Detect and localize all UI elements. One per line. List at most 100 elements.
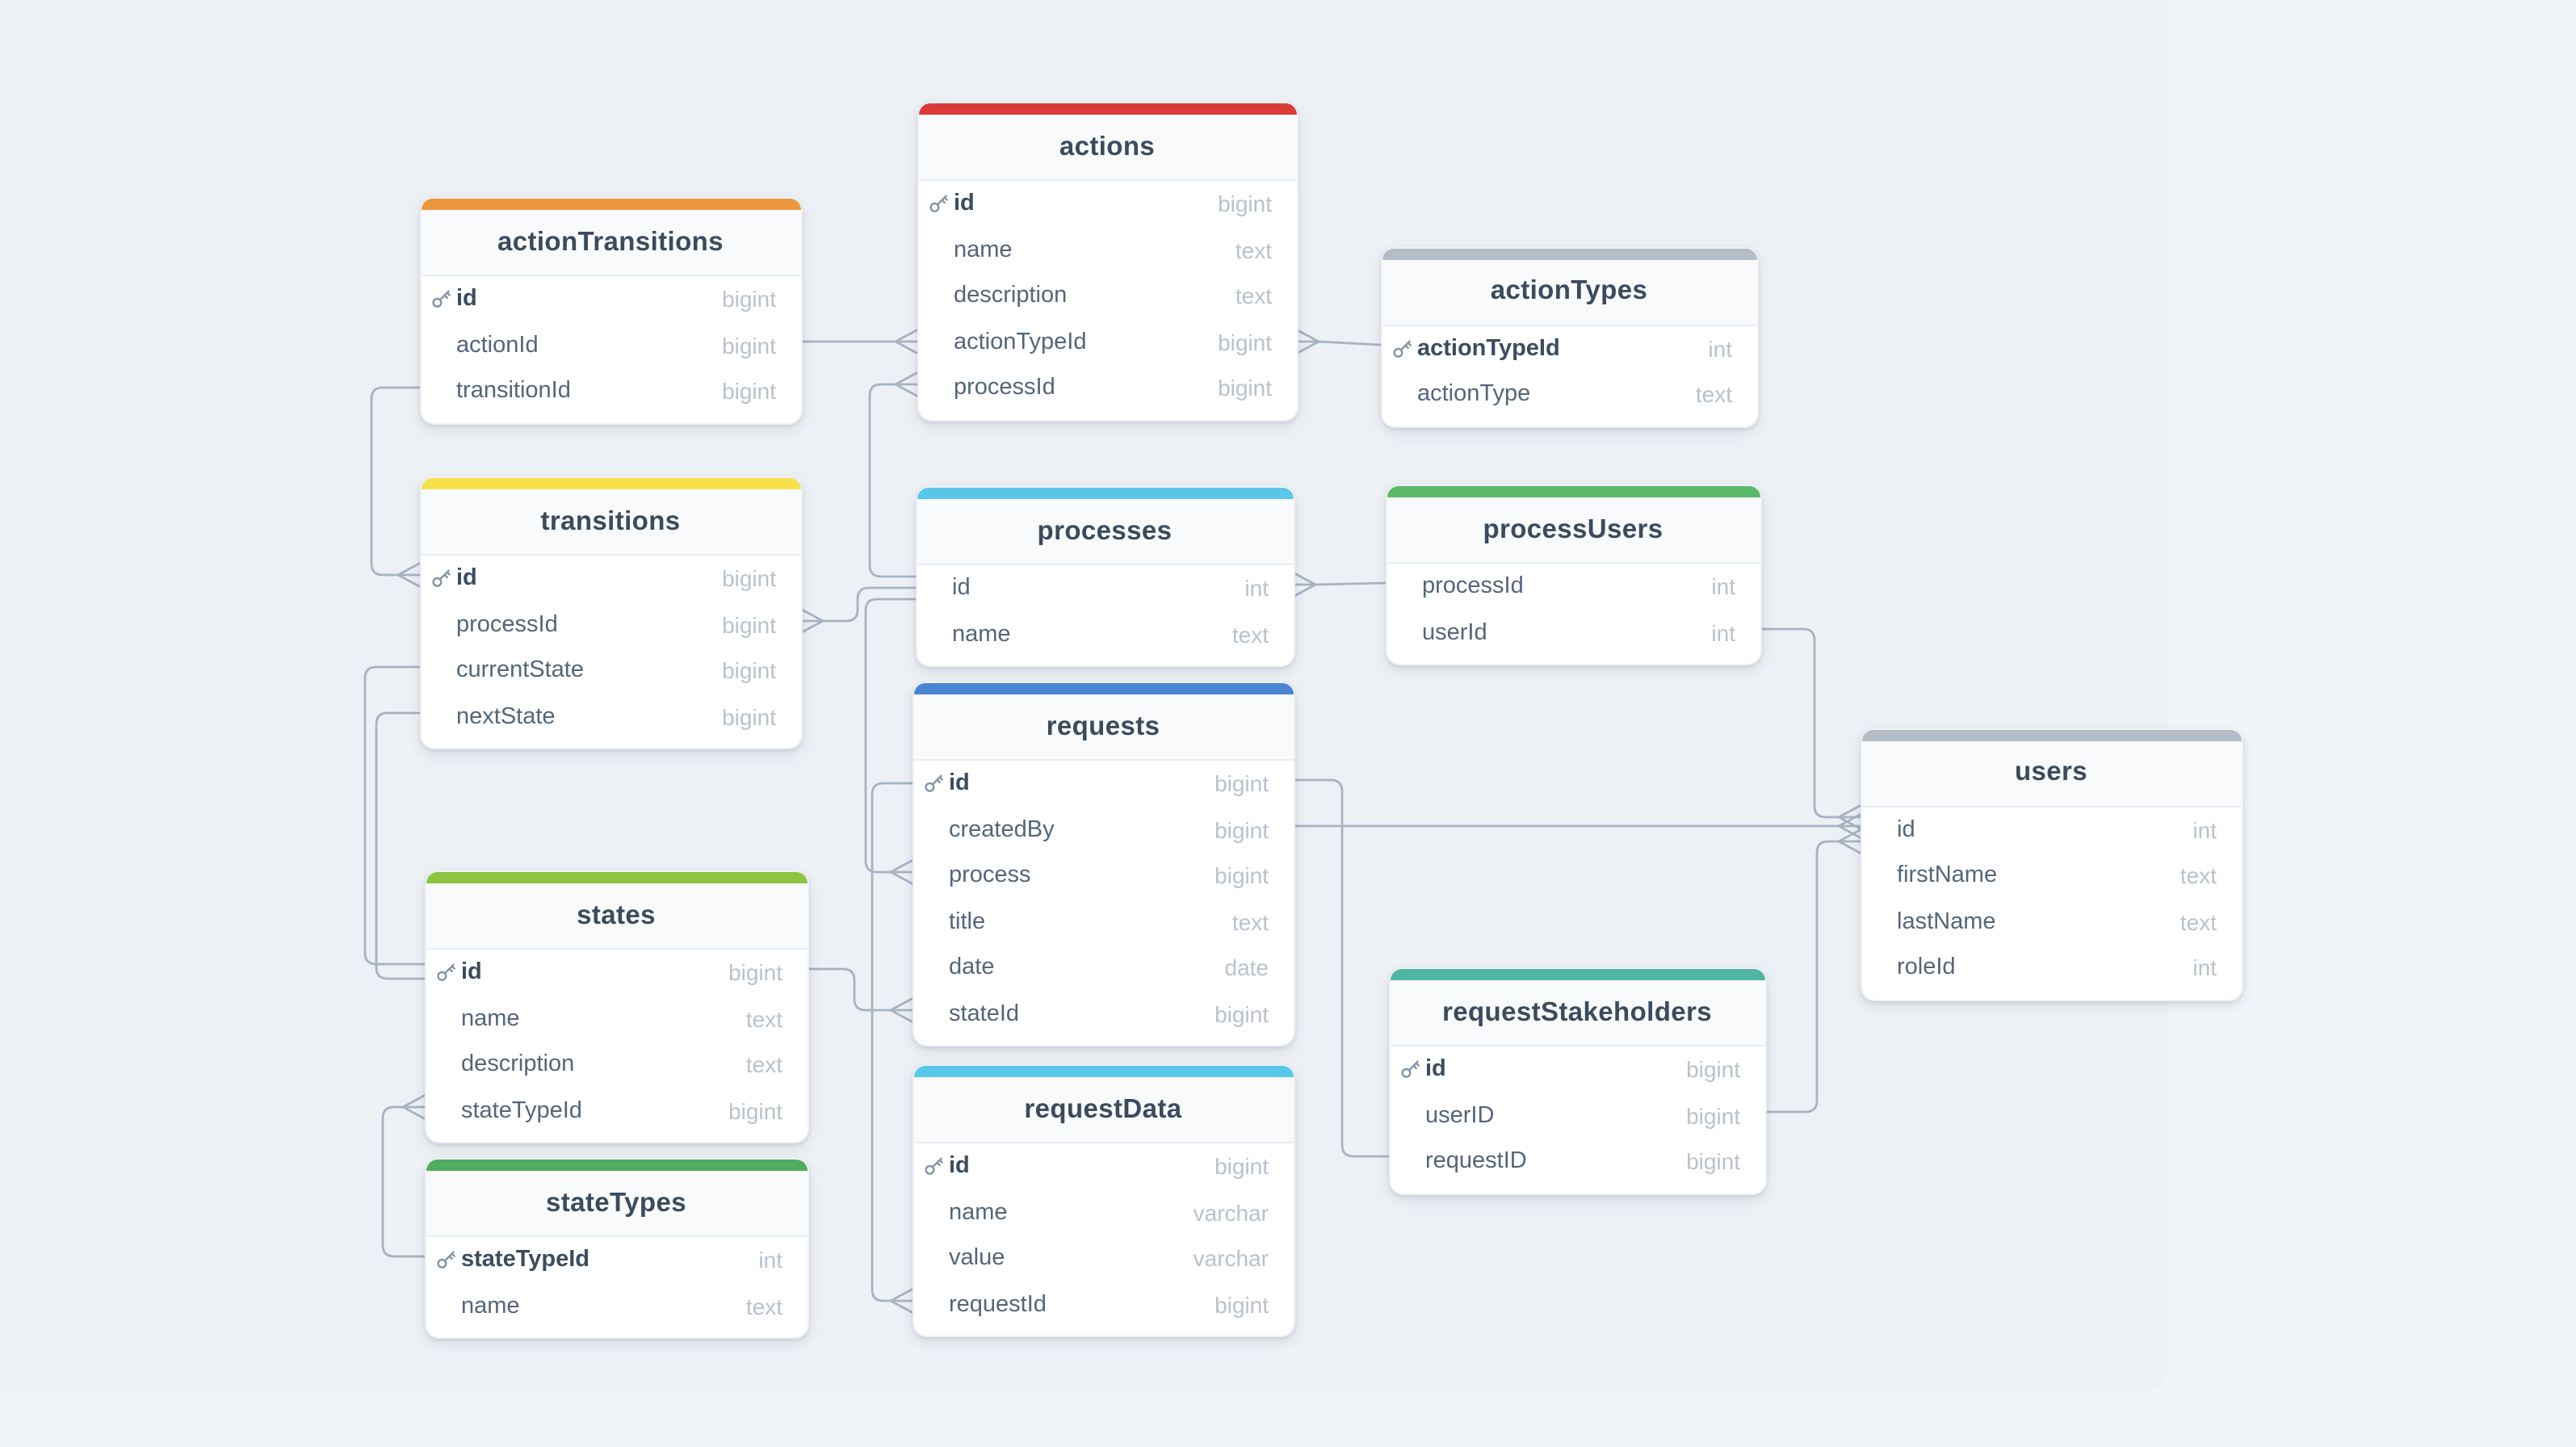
table-header[interactable]: actionTypes — [1382, 259, 1756, 325]
relationship-transitions.processId-processes.id[interactable] — [800, 586, 917, 634]
table-requests[interactable]: requests id bigint createdBy bigint process bi… — [912, 682, 1294, 1046]
field-row-requestStakeholders-requestID[interactable]: requestID bigint — [1390, 1139, 1764, 1185]
field-type: int — [2192, 954, 2217, 981]
relationship-actions.actionTypeId-actionTypes.actionTypeId[interactable] — [1296, 329, 1382, 354]
field-row-transitions-currentState[interactable]: currentState bigint — [421, 648, 800, 694]
field-row-users-id[interactable]: id int — [1861, 807, 2241, 853]
relationship-line[interactable] — [375, 711, 426, 980]
field-row-actions-processId[interactable]: processId bigint — [918, 365, 1296, 411]
field-row-states-name[interactable]: name text — [426, 996, 807, 1042]
table-transitions[interactable]: transitions id bigint processId bigint curren… — [419, 476, 802, 749]
field-row-transitions-nextState[interactable]: nextState bigint — [421, 694, 800, 740]
field-row-requestData-name[interactable]: name varchar — [913, 1189, 1293, 1235]
relationship-line[interactable] — [1764, 840, 1840, 1114]
field-row-requests-id[interactable]: id bigint — [913, 761, 1293, 807]
field-row-actionTransitions-actionId[interactable]: actionId bigint — [421, 322, 800, 368]
field-row-requestData-value[interactable]: value varchar — [913, 1235, 1293, 1281]
field-row-states-description[interactable]: description text — [426, 1042, 807, 1088]
field-row-requestStakeholders-id[interactable]: id bigint — [1390, 1046, 1764, 1093]
relationship-requests.createdBy-users.id[interactable] — [1293, 813, 1861, 839]
field-row-actionTypes-actionType[interactable]: actionType text — [1382, 371, 1756, 417]
field-row-states-stateTypeId[interactable]: stateTypeId bigint — [426, 1088, 807, 1134]
field-row-actionTransitions-transitionId[interactable]: transitionId bigint — [421, 368, 800, 414]
field-row-users-roleId[interactable]: roleId int — [1861, 945, 2241, 991]
table-title: processUsers — [1483, 514, 1663, 543]
relationship-transitions.currentState-states.id[interactable] — [363, 665, 426, 966]
table-header[interactable]: states — [426, 883, 807, 950]
field-row-processUsers-userId[interactable]: userId int — [1387, 610, 1760, 656]
field-row-requestStakeholders-userID[interactable]: userID bigint — [1390, 1093, 1764, 1139]
table-header[interactable]: users — [1861, 740, 2241, 807]
field-row-requests-date[interactable]: date date — [913, 945, 1293, 991]
table-actions[interactable]: actions id bigint name text description text ac… — [917, 102, 1298, 421]
field-row-transitions-id[interactable]: id bigint — [421, 556, 800, 602]
field-type: bigint — [722, 703, 776, 730]
field-row-processes-name[interactable]: name text — [917, 611, 1293, 657]
table-header[interactable]: requestStakeholders — [1390, 980, 1764, 1046]
field-row-actions-name[interactable]: name text — [918, 227, 1296, 273]
relationship-line[interactable] — [1317, 340, 1382, 346]
field-type: text — [1235, 283, 1272, 309]
relationship-line[interactable] — [807, 967, 892, 1012]
field-row-requests-title[interactable]: title text — [913, 899, 1293, 945]
relationship-line[interactable] — [871, 782, 913, 1302]
relationship-line[interactable] — [1760, 627, 1840, 819]
table-requestData[interactable]: requestData id bigint name varchar value varch… — [912, 1064, 1294, 1337]
field-name: description — [954, 283, 1068, 309]
field-row-actionTypes-actionTypeId[interactable]: actionTypeId int — [1382, 325, 1756, 371]
relationship-processUsers.processId-processes.id[interactable] — [1293, 572, 1387, 598]
field-row-requests-stateId[interactable]: stateId bigint — [913, 991, 1293, 1037]
table-states[interactable]: states id bigint name text description text sta… — [424, 870, 808, 1143]
field-name: id — [949, 770, 970, 797]
relationship-actionTransitions.actionId-actions.id[interactable] — [800, 329, 918, 354]
table-header[interactable]: processUsers — [1387, 497, 1760, 564]
relationship-line[interactable] — [1293, 778, 1390, 1158]
table-stateTypes[interactable]: stateTypes stateTypeId int name text — [424, 1158, 808, 1339]
table-header[interactable]: stateTypes — [426, 1171, 807, 1237]
field-row-states-id[interactable]: id bigint — [426, 950, 807, 996]
table-header[interactable]: actionTransitions — [421, 210, 800, 276]
relationship-transitions.nextState-states.id[interactable] — [375, 711, 426, 980]
relationship-line[interactable] — [370, 386, 421, 577]
relationship-requests.stateId-states.id[interactable] — [807, 967, 913, 1023]
relationship-requestData.requestId-requests.id[interactable] — [871, 782, 913, 1314]
relationship-actions.processId-processes.id[interactable] — [868, 371, 918, 578]
field-row-users-firstName[interactable]: firstName text — [1861, 853, 2241, 899]
field-row-requestData-id[interactable]: id bigint — [913, 1143, 1293, 1189]
field-row-actions-id[interactable]: id bigint — [918, 181, 1296, 227]
table-header[interactable]: processes — [917, 499, 1293, 565]
relationship-requestStakeholders.requestID-requests.id[interactable] — [1293, 778, 1390, 1158]
relationship-line[interactable] — [381, 1105, 426, 1258]
field-row-transitions-processId[interactable]: processId bigint — [421, 602, 800, 648]
table-processUsers[interactable]: processUsers processId int userId int — [1385, 484, 1761, 665]
relationship-states.stateTypeId-stateTypes.stateTypeId[interactable] — [381, 1094, 426, 1258]
field-row-users-lastName[interactable]: lastName text — [1861, 899, 2241, 945]
field-row-stateTypes-name[interactable]: name text — [426, 1283, 807, 1329]
field-row-stateTypes-stateTypeId[interactable]: stateTypeId int — [426, 1237, 807, 1283]
table-header[interactable]: requests — [913, 694, 1293, 761]
relationship-actionTransitions.transitionId-transitions.id[interactable] — [370, 386, 421, 588]
relationship-line[interactable] — [868, 383, 917, 578]
table-users[interactable]: users id int firstName text lastName text roleI… — [1860, 728, 2242, 1000]
table-processes[interactable]: processes id int name text — [915, 486, 1294, 667]
table-header[interactable]: transitions — [421, 489, 800, 556]
table-header[interactable]: actions — [918, 115, 1296, 181]
relationship-line[interactable] — [1314, 581, 1387, 586]
field-row-processUsers-processId[interactable]: processId int — [1387, 564, 1760, 610]
table-header[interactable]: requestData — [913, 1077, 1293, 1143]
relationship-requestStakeholders.userID-users.id[interactable] — [1764, 828, 1861, 1114]
field-row-actionTransitions-id[interactable]: id bigint — [421, 276, 800, 322]
relationship-processUsers.userId-users.id[interactable] — [1760, 627, 1861, 830]
table-actionTypes[interactable]: actionTypes actionTypeId int actionType text — [1380, 246, 1758, 427]
field-row-actions-description[interactable]: description text — [918, 273, 1296, 319]
table-requestStakeholders[interactable]: requestStakeholders id bigint userID bigint r… — [1388, 967, 1766, 1194]
relationship-line[interactable] — [821, 586, 917, 623]
field-row-requests-process[interactable]: process bigint — [913, 853, 1293, 899]
field-row-actions-actionTypeId[interactable]: actionTypeId bigint — [918, 319, 1296, 365]
field-row-processes-id[interactable]: id int — [917, 565, 1293, 611]
field-row-requests-createdBy[interactable]: createdBy bigint — [913, 807, 1293, 853]
relationship-line[interactable] — [363, 665, 426, 966]
field-row-requestData-requestId[interactable]: requestId bigint — [913, 1281, 1293, 1327]
table-actionTransitions[interactable]: actionTransitions id bigint actionId bigint t… — [419, 197, 802, 424]
